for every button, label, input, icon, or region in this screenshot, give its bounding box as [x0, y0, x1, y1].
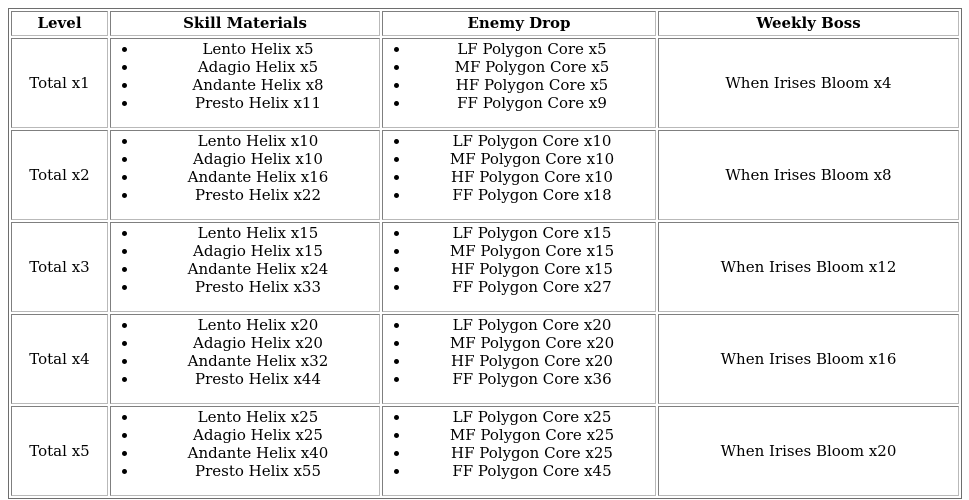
- list-item: Andante Helix x8: [138, 76, 378, 94]
- enemy-drop-cell: LF Polygon Core x15MF Polygon Core x15HF…: [382, 222, 656, 312]
- list-item: MF Polygon Core x25: [410, 426, 654, 444]
- list-item: LF Polygon Core x10: [410, 132, 654, 150]
- enemy-drop-cell: LF Polygon Core x5MF Polygon Core x5HF P…: [382, 38, 656, 128]
- list-item: Lento Helix x5: [138, 40, 378, 58]
- skill-materials-cell: Lento Helix x5Adagio Helix x5Andante Hel…: [110, 38, 380, 128]
- level-cell: Total x1: [11, 38, 108, 128]
- list-item: MF Polygon Core x5: [410, 58, 654, 76]
- list-item: Presto Helix x33: [138, 278, 378, 296]
- list-item: HF Polygon Core x5: [410, 76, 654, 94]
- enemy-drop-list: LF Polygon Core x25MF Polygon Core x25HF…: [384, 408, 654, 480]
- skill-materials-list: Lento Helix x15Adagio Helix x15Andante H…: [112, 224, 378, 296]
- weekly-boss-cell: When Irises Bloom x20: [658, 406, 959, 496]
- header-enemy-drop: Enemy Drop: [382, 11, 656, 36]
- enemy-drop-list: LF Polygon Core x10MF Polygon Core x10HF…: [384, 132, 654, 204]
- skill-materials-cell: Lento Helix x20Adagio Helix x20Andante H…: [110, 314, 380, 404]
- list-item: Andante Helix x24: [138, 260, 378, 278]
- list-item: Presto Helix x22: [138, 186, 378, 204]
- table-row: Total x3Lento Helix x15Adagio Helix x15A…: [11, 222, 959, 312]
- list-item: HF Polygon Core x15: [410, 260, 654, 278]
- skill-materials-cell: Lento Helix x15Adagio Helix x15Andante H…: [110, 222, 380, 312]
- table-row: Total x1Lento Helix x5Adagio Helix x5And…: [11, 38, 959, 128]
- header-level: Level: [11, 11, 108, 36]
- list-item: FF Polygon Core x9: [410, 94, 654, 112]
- list-item: Andante Helix x40: [138, 444, 378, 462]
- list-item: Lento Helix x25: [138, 408, 378, 426]
- skill-materials-list: Lento Helix x20Adagio Helix x20Andante H…: [112, 316, 378, 388]
- table-row: Total x4Lento Helix x20Adagio Helix x20A…: [11, 314, 959, 404]
- header-weekly-boss: Weekly Boss: [658, 11, 959, 36]
- list-item: MF Polygon Core x20: [410, 334, 654, 352]
- list-item: HF Polygon Core x10: [410, 168, 654, 186]
- level-cell: Total x4: [11, 314, 108, 404]
- list-item: Adagio Helix x25: [138, 426, 378, 444]
- list-item: Presto Helix x44: [138, 370, 378, 388]
- list-item: HF Polygon Core x25: [410, 444, 654, 462]
- level-cell: Total x3: [11, 222, 108, 312]
- enemy-drop-list: LF Polygon Core x5MF Polygon Core x5HF P…: [384, 40, 654, 112]
- list-item: Presto Helix x11: [138, 94, 378, 112]
- skill-materials-cell: Lento Helix x10Adagio Helix x10Andante H…: [110, 130, 380, 220]
- weekly-boss-cell: When Irises Bloom x8: [658, 130, 959, 220]
- list-item: Andante Helix x16: [138, 168, 378, 186]
- level-cell: Total x5: [11, 406, 108, 496]
- list-item: LF Polygon Core x15: [410, 224, 654, 242]
- enemy-drop-list: LF Polygon Core x20MF Polygon Core x20HF…: [384, 316, 654, 388]
- weekly-boss-cell: When Irises Bloom x16: [658, 314, 959, 404]
- list-item: MF Polygon Core x15: [410, 242, 654, 260]
- table-body: Total x1Lento Helix x5Adagio Helix x5And…: [11, 38, 959, 496]
- skill-materials-list: Lento Helix x25Adagio Helix x25Andante H…: [112, 408, 378, 480]
- list-item: LF Polygon Core x5: [410, 40, 654, 58]
- list-item: Lento Helix x20: [138, 316, 378, 334]
- list-item: LF Polygon Core x20: [410, 316, 654, 334]
- enemy-drop-cell: LF Polygon Core x10MF Polygon Core x10HF…: [382, 130, 656, 220]
- list-item: Adagio Helix x15: [138, 242, 378, 260]
- list-item: Andante Helix x32: [138, 352, 378, 370]
- enemy-drop-list: LF Polygon Core x15MF Polygon Core x15HF…: [384, 224, 654, 296]
- weekly-boss-cell: When Irises Bloom x4: [658, 38, 959, 128]
- materials-table: Level Skill Materials Enemy Drop Weekly …: [8, 8, 962, 499]
- weekly-boss-cell: When Irises Bloom x12: [658, 222, 959, 312]
- list-item: Lento Helix x15: [138, 224, 378, 242]
- list-item: FF Polygon Core x45: [410, 462, 654, 480]
- list-item: FF Polygon Core x27: [410, 278, 654, 296]
- list-item: Adagio Helix x5: [138, 58, 378, 76]
- enemy-drop-cell: LF Polygon Core x20MF Polygon Core x20HF…: [382, 314, 656, 404]
- skill-materials-list: Lento Helix x10Adagio Helix x10Andante H…: [112, 132, 378, 204]
- skill-materials-cell: Lento Helix x25Adagio Helix x25Andante H…: [110, 406, 380, 496]
- enemy-drop-cell: LF Polygon Core x25MF Polygon Core x25HF…: [382, 406, 656, 496]
- table-row: Total x5Lento Helix x25Adagio Helix x25A…: [11, 406, 959, 496]
- list-item: FF Polygon Core x18: [410, 186, 654, 204]
- list-item: MF Polygon Core x10: [410, 150, 654, 168]
- table-row: Total x2Lento Helix x10Adagio Helix x10A…: [11, 130, 959, 220]
- header-row: Level Skill Materials Enemy Drop Weekly …: [11, 11, 959, 36]
- list-item: Lento Helix x10: [138, 132, 378, 150]
- list-item: Adagio Helix x20: [138, 334, 378, 352]
- skill-materials-list: Lento Helix x5Adagio Helix x5Andante Hel…: [112, 40, 378, 112]
- list-item: LF Polygon Core x25: [410, 408, 654, 426]
- list-item: HF Polygon Core x20: [410, 352, 654, 370]
- header-skill-materials: Skill Materials: [110, 11, 380, 36]
- level-cell: Total x2: [11, 130, 108, 220]
- list-item: FF Polygon Core x36: [410, 370, 654, 388]
- list-item: Presto Helix x55: [138, 462, 378, 480]
- list-item: Adagio Helix x10: [138, 150, 378, 168]
